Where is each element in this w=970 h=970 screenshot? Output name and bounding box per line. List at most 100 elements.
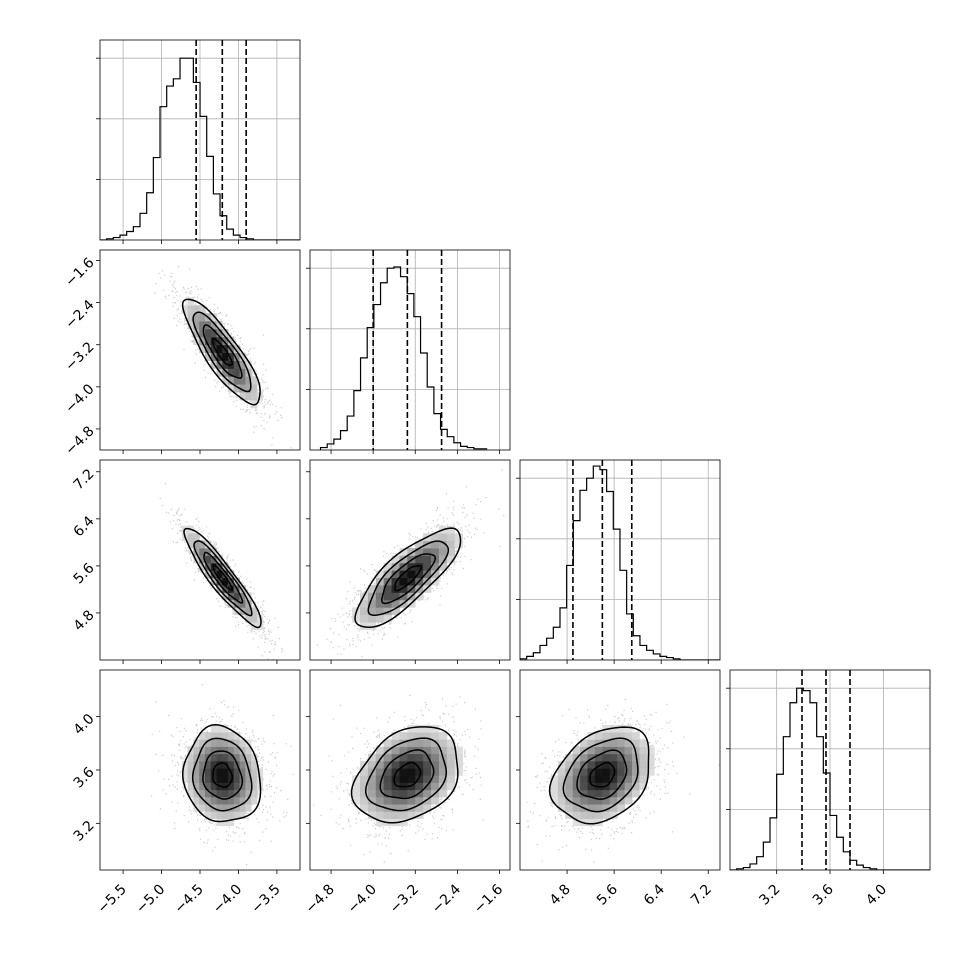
density-cell (210, 321, 217, 330)
density-cell (205, 328, 212, 338)
density-cell (181, 760, 189, 769)
density-cell (415, 724, 424, 733)
density-cell (251, 768, 258, 776)
density-cell (423, 760, 432, 769)
density-cell (352, 789, 361, 798)
density-cell (199, 336, 206, 346)
density-cell (587, 818, 596, 827)
density-cell (187, 305, 194, 314)
density-cell (454, 746, 464, 755)
density-cell (239, 782, 246, 791)
density-cell (423, 732, 432, 740)
density-cell (594, 768, 603, 776)
density-cell (210, 570, 217, 579)
density-cell (360, 775, 369, 783)
density-cell (199, 548, 206, 556)
density-cell (187, 775, 194, 783)
contour-level-2 (576, 749, 628, 800)
density-cell (423, 746, 432, 755)
density-cell (216, 577, 223, 586)
density-cell (233, 768, 241, 776)
density-cell (216, 570, 223, 579)
density-cell (199, 328, 206, 338)
panel-frame (309, 459, 511, 661)
contour-level-4 (183, 527, 262, 629)
density-cell (251, 614, 258, 623)
density-cell (383, 739, 392, 747)
density-cell (639, 760, 648, 769)
density-cell (375, 607, 385, 616)
density-cell (199, 768, 206, 776)
density-cell (438, 760, 448, 769)
density-cell (216, 760, 223, 769)
density-cell (602, 789, 611, 798)
density-cell (572, 804, 581, 812)
density-cell (216, 775, 223, 783)
density-cell (446, 739, 456, 747)
density-cell (383, 768, 392, 776)
density-cell (245, 607, 252, 616)
density-cell (446, 555, 456, 564)
density-cell (565, 775, 574, 783)
density-cell (233, 775, 241, 783)
density-cell (391, 811, 400, 819)
density-cell (624, 796, 633, 805)
density-panel-3-4 (516, 669, 721, 874)
density-cell (587, 746, 596, 755)
density-cell (187, 533, 194, 541)
density-cell (245, 753, 252, 762)
density-cell (639, 768, 648, 776)
density-cell (587, 796, 596, 805)
density-cell (210, 344, 217, 354)
density-cell (216, 321, 223, 330)
density-cell (399, 746, 408, 755)
density-cell (216, 818, 223, 827)
density-cell (193, 321, 200, 330)
density-cell (572, 768, 581, 776)
density-cell (233, 384, 241, 393)
density-cell (609, 732, 618, 740)
density-cell (233, 599, 241, 608)
density-cell (438, 775, 448, 783)
density-cell (407, 724, 416, 733)
y-tick-label: 3.2 (71, 818, 98, 845)
density-cell (415, 796, 424, 805)
density-cell (222, 775, 229, 783)
density-cell (222, 768, 229, 776)
density-cell (572, 760, 581, 769)
density-cell (245, 376, 252, 385)
density-cell (572, 818, 581, 827)
density-cell (580, 796, 588, 805)
density-cell (210, 328, 217, 338)
density-cell (438, 768, 448, 776)
density-cell (383, 607, 392, 616)
density-cell (399, 760, 408, 769)
density-cell (423, 570, 432, 579)
density-cell (222, 789, 229, 798)
density-cell (594, 746, 603, 755)
density-cell (193, 782, 200, 791)
density-cell (446, 775, 456, 783)
density-cell (233, 746, 241, 755)
density-cell (407, 775, 416, 783)
density-cell (199, 344, 206, 354)
x-tick-label: 3.6 (810, 881, 837, 908)
density-cell (239, 811, 246, 819)
density-cell (565, 789, 574, 798)
density-cell (193, 739, 200, 747)
density-cell (367, 804, 377, 812)
density-cell (594, 804, 603, 812)
x-tick-label: −1.6 (471, 881, 506, 916)
density-cell (205, 760, 212, 769)
density-cell (594, 760, 603, 769)
density-cell (423, 562, 432, 571)
density-cell (210, 760, 217, 769)
density-cell (624, 782, 633, 791)
density-cell (557, 789, 566, 798)
density-cell (199, 732, 206, 740)
density-cell (587, 811, 596, 819)
density-cell (431, 746, 440, 755)
density-cell (572, 746, 581, 755)
density-cell (360, 782, 369, 791)
density-cell (407, 768, 416, 776)
